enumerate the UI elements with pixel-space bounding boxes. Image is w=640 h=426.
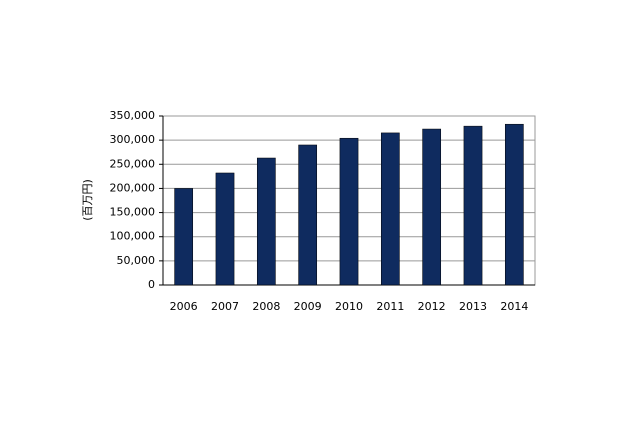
x-tick-label: 2014 <box>500 300 528 313</box>
bar <box>174 188 194 286</box>
bar <box>380 132 400 286</box>
x-tick-label: 2010 <box>335 300 363 313</box>
bar <box>422 128 442 286</box>
x-tick-label: 2011 <box>376 300 404 313</box>
x-tick-label: 2012 <box>418 300 446 313</box>
y-axis-label: (百万円) <box>81 179 94 221</box>
y-tick-label: 250,000 <box>110 157 156 170</box>
y-tick-label: 0 <box>148 278 155 291</box>
y-tick-label: 200,000 <box>110 181 156 194</box>
y-tick-label: 300,000 <box>110 133 156 146</box>
x-tick-label: 2007 <box>211 300 239 313</box>
x-tick-label: 2013 <box>459 300 487 313</box>
bar <box>339 137 359 286</box>
x-tick-label: 2009 <box>294 300 322 313</box>
bar <box>256 157 276 286</box>
y-tick-label: 100,000 <box>110 230 156 243</box>
bar <box>298 144 318 286</box>
x-tick-label: 2006 <box>170 300 198 313</box>
y-tick-label: 350,000 <box>110 109 156 122</box>
bar <box>215 172 235 286</box>
x-tick-label: 2008 <box>252 300 280 313</box>
y-tick-label: 50,000 <box>117 254 156 267</box>
bar <box>463 125 483 286</box>
y-tick-label: 150,000 <box>110 206 156 219</box>
bar <box>504 123 524 286</box>
